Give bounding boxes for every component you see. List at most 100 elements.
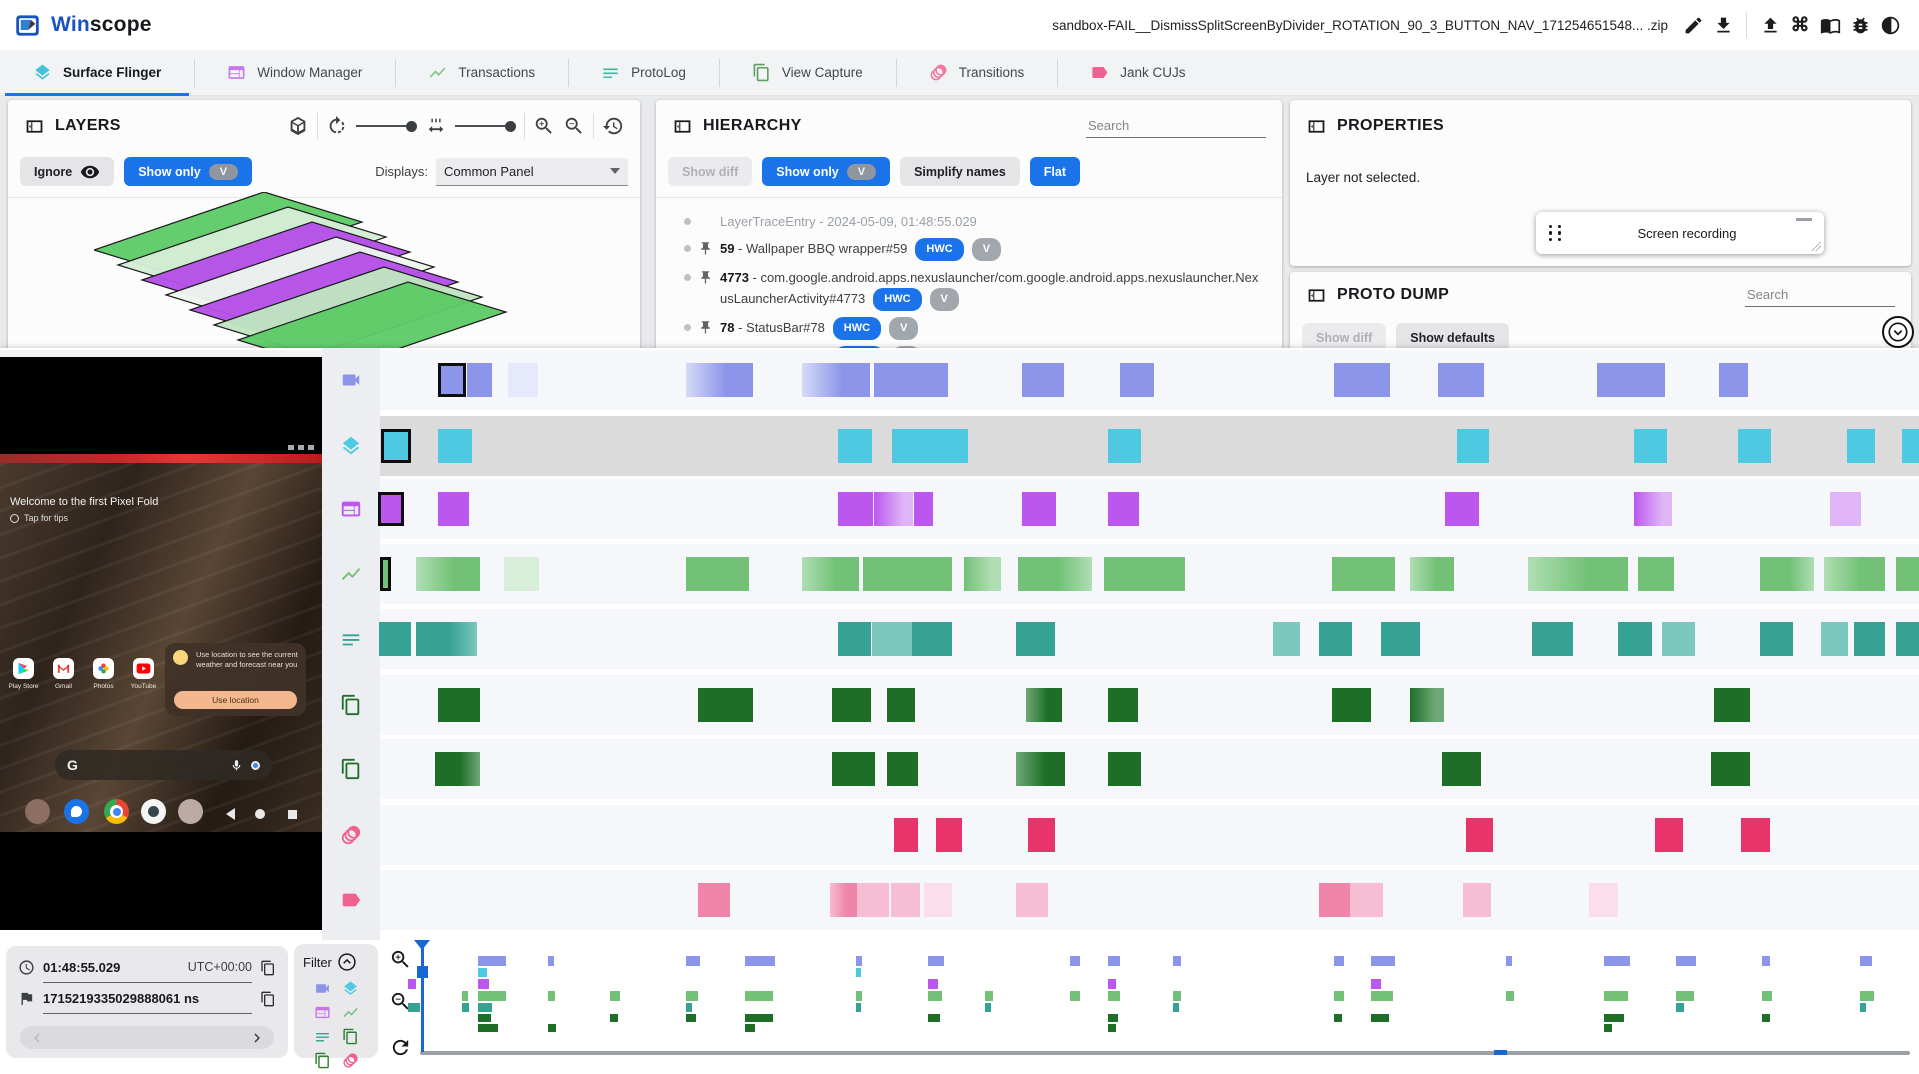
next-entry-button[interactable] bbox=[248, 1029, 266, 1047]
trace-block[interactable] bbox=[416, 557, 480, 591]
expand-timeline-button[interactable] bbox=[1882, 316, 1914, 348]
trace-block[interactable] bbox=[381, 429, 411, 463]
trace-block[interactable] bbox=[1830, 492, 1861, 526]
layers-3d-visualization[interactable] bbox=[94, 192, 514, 352]
trace-block[interactable] bbox=[1273, 622, 1300, 656]
hierarchy-search-input[interactable] bbox=[1086, 114, 1266, 138]
show-defaults-button[interactable]: Show defaults bbox=[1396, 323, 1509, 352]
trace-block[interactable] bbox=[686, 557, 749, 591]
screen-recording-window[interactable]: Screen recording bbox=[1536, 212, 1824, 254]
flat-button[interactable]: Flat bbox=[1029, 157, 1081, 186]
trace-block[interactable] bbox=[1104, 557, 1185, 591]
trace-block[interactable] bbox=[838, 492, 873, 526]
trace-block[interactable] bbox=[378, 492, 404, 526]
report-bug-button[interactable] bbox=[1845, 10, 1875, 40]
tab-protolog[interactable]: ProtoLog bbox=[568, 50, 719, 95]
drag-handle-icon[interactable] bbox=[1548, 223, 1562, 243]
trace-block[interactable] bbox=[1597, 363, 1665, 397]
trace-block[interactable] bbox=[1634, 492, 1672, 526]
timeline-zoom-reset-button[interactable] bbox=[389, 1036, 412, 1059]
trace-block[interactable] bbox=[1438, 363, 1484, 397]
trace-block[interactable] bbox=[1662, 622, 1695, 656]
trace-block[interactable] bbox=[1896, 622, 1919, 656]
trace-block[interactable] bbox=[1381, 622, 1420, 656]
trace-block[interactable] bbox=[802, 363, 870, 397]
shortcuts-button[interactable]: ⌘ bbox=[1790, 14, 1810, 36]
trace-block[interactable] bbox=[1334, 363, 1390, 397]
trace-block[interactable] bbox=[1466, 818, 1493, 852]
tree-node[interactable]: 4773 - com.google.android.apps.nexuslaun… bbox=[684, 264, 1272, 314]
trace-block[interactable] bbox=[887, 752, 918, 786]
trace-block[interactable] bbox=[1016, 622, 1055, 656]
trace-block[interactable] bbox=[830, 883, 857, 917]
trace-block[interactable] bbox=[891, 883, 920, 917]
pin-icon[interactable] bbox=[698, 320, 713, 335]
timeline-cursor[interactable] bbox=[414, 940, 431, 1052]
edit-button[interactable] bbox=[1678, 10, 1708, 40]
collapse-panel-icon[interactable] bbox=[24, 116, 45, 137]
filter-surface-flinger-icon[interactable] bbox=[342, 980, 359, 997]
trace-block[interactable] bbox=[1760, 557, 1814, 591]
trace-block[interactable] bbox=[1711, 752, 1750, 786]
trace-block[interactable] bbox=[438, 492, 469, 526]
zoom-out-icon[interactable] bbox=[563, 115, 585, 137]
trace-block[interactable] bbox=[832, 752, 875, 786]
filter-collapse-button[interactable] bbox=[337, 952, 357, 972]
trace-block[interactable] bbox=[1638, 557, 1674, 591]
trace-block[interactable] bbox=[504, 557, 539, 591]
trace-block[interactable] bbox=[1528, 557, 1628, 591]
trace-block[interactable] bbox=[1022, 492, 1056, 526]
trace-block[interactable] bbox=[1442, 752, 1481, 786]
trace-block[interactable] bbox=[1719, 363, 1748, 397]
trace-block[interactable] bbox=[1120, 363, 1154, 397]
trace-block[interactable] bbox=[914, 492, 933, 526]
trace-block[interactable] bbox=[438, 429, 472, 463]
trace-block[interactable] bbox=[1618, 622, 1652, 656]
trace-block[interactable] bbox=[379, 622, 411, 656]
filter-view-capture-1-icon[interactable] bbox=[342, 1028, 359, 1045]
tab-view-capture[interactable]: View Capture bbox=[718, 50, 896, 95]
trace-block[interactable] bbox=[838, 622, 871, 656]
trace-block[interactable] bbox=[887, 688, 915, 722]
filter-transactions-icon[interactable] bbox=[342, 1004, 359, 1021]
show-only-v-button[interactable]: Show only V bbox=[124, 157, 253, 186]
upload-button[interactable] bbox=[1755, 10, 1785, 40]
trace-block[interactable] bbox=[1319, 622, 1352, 656]
tree-node[interactable]: LayerTraceEntry - 2024-05-09, 01:48:55.0… bbox=[684, 208, 1272, 235]
trace-block[interactable] bbox=[1896, 557, 1919, 591]
trace-block[interactable] bbox=[1319, 883, 1350, 917]
trace-block[interactable] bbox=[438, 688, 480, 722]
collapse-panel-icon[interactable] bbox=[1306, 116, 1327, 137]
trace-block[interactable] bbox=[1108, 688, 1138, 722]
trace-block[interactable] bbox=[1589, 883, 1618, 917]
trace-block[interactable] bbox=[1445, 492, 1479, 526]
3d-view-icon[interactable] bbox=[287, 115, 309, 137]
trace-block[interactable] bbox=[1350, 883, 1383, 917]
trace-block[interactable] bbox=[1760, 622, 1793, 656]
trace-block[interactable] bbox=[416, 622, 477, 656]
trace-block[interactable] bbox=[872, 622, 912, 656]
zoom-in-icon[interactable] bbox=[533, 115, 555, 137]
trace-block[interactable] bbox=[838, 429, 872, 463]
tree-node[interactable]: 59 - Wallpaper BBQ wrapper#59 HWC V bbox=[684, 235, 1272, 264]
trace-block[interactable] bbox=[467, 363, 492, 397]
trace-block[interactable] bbox=[924, 883, 952, 917]
trace-block[interactable] bbox=[1821, 622, 1848, 656]
trace-block[interactable] bbox=[1847, 429, 1875, 463]
trace-block[interactable] bbox=[1714, 688, 1750, 722]
trace-block[interactable] bbox=[435, 752, 480, 786]
displays-dropdown[interactable]: Common Panel bbox=[436, 157, 628, 186]
trace-block[interactable] bbox=[892, 429, 968, 463]
trace-block[interactable] bbox=[802, 557, 859, 591]
trace-block[interactable] bbox=[832, 688, 871, 722]
trace-block[interactable] bbox=[1457, 429, 1489, 463]
collapse-panel-icon[interactable] bbox=[1306, 285, 1327, 306]
spacing-slider[interactable] bbox=[455, 120, 516, 132]
trace-block[interactable] bbox=[936, 818, 962, 852]
trace-block[interactable] bbox=[874, 492, 913, 526]
trace-block[interactable] bbox=[874, 363, 948, 397]
trace-block[interactable] bbox=[1738, 429, 1771, 463]
timeline-zoom-out-button[interactable] bbox=[389, 990, 412, 1013]
trace-block[interactable] bbox=[1532, 622, 1573, 656]
trace-block[interactable] bbox=[1741, 818, 1770, 852]
